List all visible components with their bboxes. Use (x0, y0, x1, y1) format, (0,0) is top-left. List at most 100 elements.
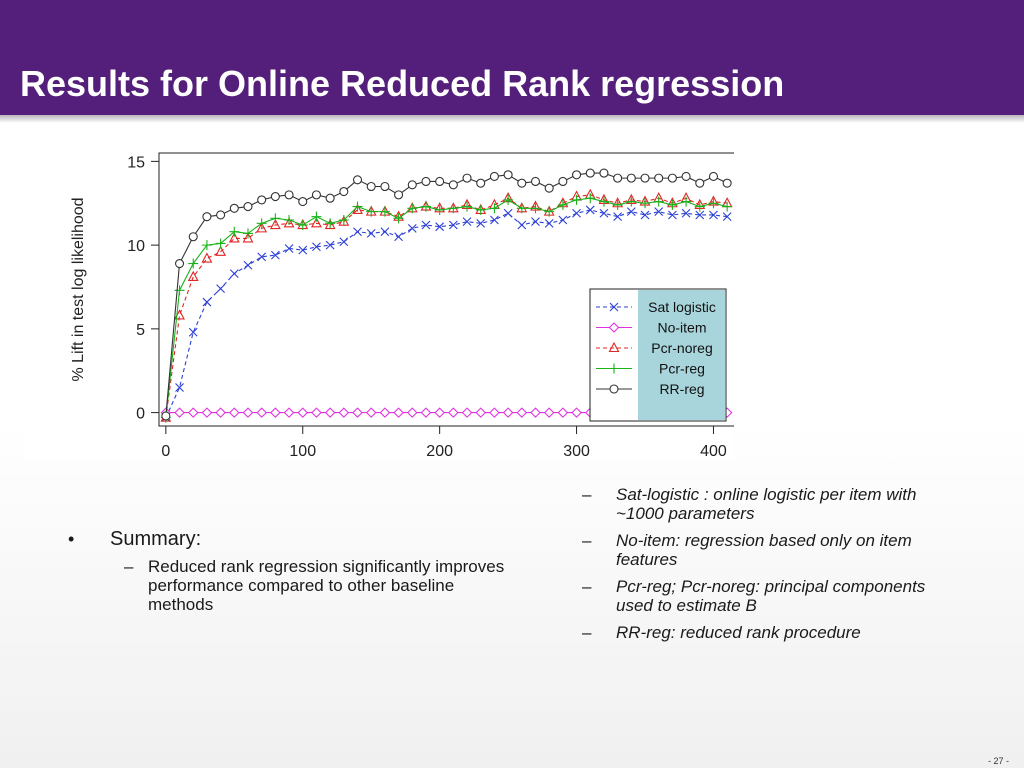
data-point-sat-logistic (243, 260, 253, 270)
data-point-no-item (571, 407, 582, 418)
data-point-rr-reg (270, 191, 280, 202)
data-point-pcr-reg (681, 196, 692, 207)
series-line-sat-logistic (165, 209, 728, 418)
data-point-pcr-reg (667, 199, 678, 210)
data-point-no-item (297, 407, 309, 418)
data-point-rr-reg (188, 232, 198, 242)
data-point-rr-reg (339, 186, 349, 197)
data-point-rr-reg (380, 181, 390, 192)
data-point-pcr-reg (325, 218, 336, 229)
legend-label-no-item: No-item (657, 320, 706, 336)
note-text: RR-reg: reduced rank procedure (616, 623, 861, 642)
data-point-no-item (283, 407, 295, 418)
data-point-sat-logistic (435, 222, 445, 232)
y-tick-label: 5 (136, 322, 145, 339)
data-point-pcr-reg (297, 220, 308, 231)
data-point-rr-reg (722, 178, 732, 188)
data-point-sat-logistic (709, 210, 718, 220)
data-point-pcr-reg (585, 193, 596, 204)
data-point-sat-logistic (298, 245, 308, 255)
data-point-pcr-reg (653, 196, 664, 207)
data-point-rr-reg (421, 176, 431, 187)
data-point-rr-reg (626, 173, 636, 183)
chart-panel: 0 5 10 15 0 100 200 300 400 % Lift in test log li… (25, 127, 734, 461)
data-point-pcr-reg (557, 199, 568, 210)
data-point-pcr-reg (598, 196, 609, 207)
data-point-sat-logistic (613, 212, 623, 222)
legend-label-sat-logistic: Sat logistic (648, 299, 716, 315)
data-point-pcr-noreg (215, 245, 227, 256)
legend-marker-sat-logistic (609, 302, 619, 312)
summary-heading: Summary: (110, 528, 202, 550)
data-point-pcr-reg (352, 201, 363, 212)
legend-marker-pcr-reg (609, 363, 619, 374)
data-point-pcr-reg (434, 204, 445, 215)
data-point-sat-logistic (312, 242, 321, 252)
dash-icon: – (582, 577, 592, 596)
x-tick-label: 300 (563, 443, 590, 460)
data-point-sat-logistic (339, 237, 349, 247)
note-item: – Pcr-reg; Pcr-noreg: principal componen… (582, 577, 952, 615)
legend-marker-rr-reg (609, 384, 619, 394)
legend-marker-no-item (608, 322, 620, 333)
data-point-sat-logistic (531, 217, 540, 227)
data-point-no-item (543, 407, 555, 418)
y-tick-label: 0 (136, 406, 145, 423)
y-axis-label: % Lift in test log likelihood (70, 197, 87, 381)
data-point-pcr-reg (612, 199, 623, 210)
data-point-rr-reg (462, 173, 472, 183)
data-point-sat-logistic (517, 220, 527, 230)
data-point-pcr-noreg (269, 218, 281, 230)
page-number: - 27 - (988, 756, 1010, 766)
data-point-sat-logistic (572, 208, 581, 218)
data-point-sat-logistic (599, 208, 609, 218)
data-point-rr-reg (640, 173, 650, 183)
data-point-pcr-reg (366, 206, 377, 217)
data-point-sat-logistic (380, 227, 390, 237)
data-point-pcr-reg (640, 198, 651, 209)
data-point-rr-reg (476, 178, 486, 188)
note-item: – Sat-logistic : online logistic per ite… (582, 485, 952, 523)
data-point-sat-logistic (490, 215, 499, 225)
note-text: No-item: regression based only on item f… (616, 531, 912, 569)
legend-label-rr-reg: RR-reg (659, 381, 704, 397)
data-point-pcr-reg (270, 213, 281, 224)
data-point-rr-reg (558, 176, 568, 187)
method-notes: – Sat-logistic : online logistic per ite… (582, 485, 952, 650)
data-point-pcr-reg (475, 204, 486, 215)
dash-icon: – (124, 557, 134, 576)
data-point-sat-logistic (558, 215, 568, 225)
legend-marker-pcr-noreg (608, 341, 620, 353)
data-point-no-item (434, 407, 445, 418)
data-point-pcr-reg (694, 201, 705, 212)
data-point-rr-reg (243, 202, 253, 212)
data-point-sat-logistic (668, 210, 677, 220)
data-point-sat-logistic (175, 383, 184, 392)
summary-point-text: Reduced rank regression significantly im… (148, 557, 505, 614)
data-point-pcr-noreg (228, 232, 240, 243)
data-point-rr-reg (708, 171, 719, 181)
bullet-icon: • (68, 529, 75, 549)
data-point-pcr-reg (379, 206, 390, 217)
data-point-sat-logistic (503, 208, 513, 218)
data-point-rr-reg (613, 173, 623, 183)
data-point-pcr-reg (571, 194, 582, 205)
data-point-rr-reg (407, 180, 417, 190)
data-point-sat-logistic (626, 207, 636, 217)
data-point-pcr-reg (722, 201, 733, 212)
data-point-pcr-reg (407, 203, 418, 214)
data-point-rr-reg (517, 178, 527, 188)
data-point-pcr-noreg (242, 232, 254, 243)
data-point-no-item (201, 407, 213, 418)
data-point-pcr-reg (626, 196, 637, 207)
data-point-no-item (475, 407, 487, 418)
legend-label-pcr-reg: Pcr-reg (659, 361, 705, 377)
data-point-sat-logistic (695, 210, 705, 220)
data-point-rr-reg (394, 190, 404, 200)
data-point-no-item (406, 407, 418, 418)
data-point-no-item (324, 407, 336, 418)
data-point-rr-reg (599, 168, 609, 178)
data-point-pcr-reg (215, 238, 226, 249)
data-point-pcr-noreg (324, 218, 336, 230)
data-point-no-item (420, 407, 432, 418)
